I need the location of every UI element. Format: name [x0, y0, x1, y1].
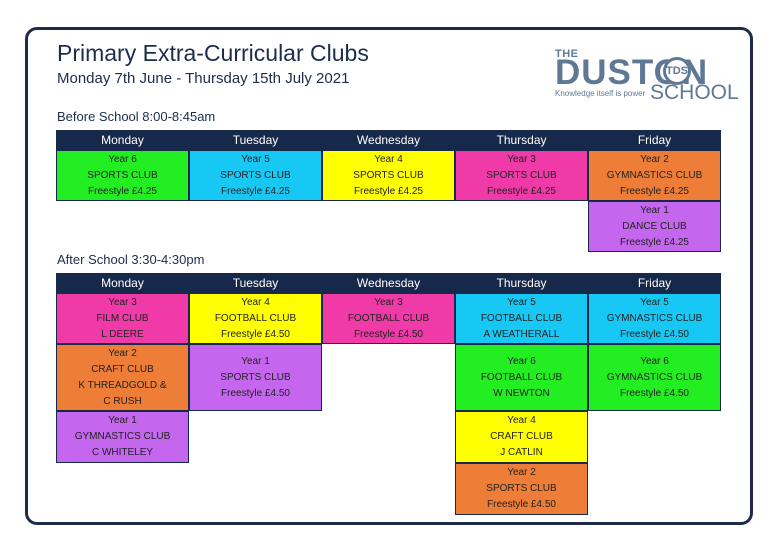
page-title: Primary Extra-Curricular Clubs [57, 40, 369, 66]
club-detail: Freestyle £4.25 [620, 185, 689, 197]
club-name: CRAFT CLUB [490, 431, 553, 442]
club-detail: Freestyle £4.50 [620, 328, 689, 340]
club-name: SPORTS CLUB [220, 371, 291, 383]
club-year: Year 5 [640, 296, 669, 308]
club-year: Year 3 [108, 296, 137, 308]
club-cell: Year 2 GYMNASTICS CLUB Freestyle £4.25 [588, 150, 721, 201]
club-cell: Year 1 DANCE CLUB Freestyle £4.25 [588, 201, 721, 252]
club-cell: Year 1 SPORTS CLUB Freestyle £4.50 [189, 344, 322, 411]
club-name: FOOTBALL CLUB [214, 312, 297, 324]
club-cell: Year 5 FOOTBALL CLUB A WEATHERALL [455, 293, 588, 344]
club-cell: Year 4 FOOTBALL CLUB Freestyle £4.50 [189, 293, 322, 344]
club-detail: Freestyle £4.50 [354, 328, 423, 340]
page-subtitle: Monday 7th June - Thursday 15th July 202… [57, 70, 350, 87]
club-year: Year 4 [374, 153, 403, 165]
club-year: Year 1 [241, 355, 270, 367]
page-frame [25, 27, 753, 525]
club-year: Year 3 [374, 296, 403, 308]
club-year: Year 6 [108, 153, 137, 165]
club-cell: Year 1 GYMNASTICS CLUB C WHITELEY [56, 411, 189, 463]
before-school-label: Before School 8:00-8:45am [57, 109, 216, 124]
club-year: Year 5 [507, 296, 536, 308]
club-name: SPORTS CLUB [87, 169, 158, 181]
club-detail: A WEATHERALL [483, 328, 560, 340]
club-name: GYMNASTICS CLUB [74, 431, 171, 442]
club-year: Year 2 [640, 153, 669, 165]
club-name: CRAFT CLUB [91, 363, 154, 375]
club-cell: Year 2 CRAFT CLUB K THREADGOLD & C RUSH [56, 344, 189, 411]
club-year: Year 1 [108, 415, 137, 426]
day-header-thursday: Thursday [496, 276, 547, 290]
club-year: Year 5 [241, 153, 270, 165]
club-detail: W NEWTON [493, 387, 550, 399]
school-logo: THE DUSTON TDS SCHOOL Knowledge itself i… [555, 48, 739, 106]
club-detail-2: C RUSH [103, 395, 142, 407]
club-year: Year 1 [640, 204, 669, 216]
before-school-header-row: Monday Tuesday Wednesday Thursday Friday [56, 130, 721, 150]
club-name: GYMNASTICS CLUB [606, 169, 703, 181]
club-name: FILM CLUB [96, 312, 149, 324]
logo-tagline: Knowledge itself is power [555, 89, 646, 98]
club-year: Year 6 [640, 355, 669, 367]
club-detail: Freestyle £4.50 [620, 387, 689, 399]
club-year: Year 2 [108, 347, 137, 359]
club-detail: Freestyle £4.25 [88, 185, 157, 197]
day-header-tuesday: Tuesday [232, 276, 279, 290]
club-cell: Year 5 SPORTS CLUB Freestyle £4.25 [189, 150, 322, 201]
club-cell: Year 4 SPORTS CLUB Freestyle £4.25 [322, 150, 455, 201]
after-school-header-row: Monday Tuesday Wednesday Thursday Friday [56, 273, 721, 293]
club-name: FOOTBALL CLUB [480, 312, 563, 324]
club-detail: Freestyle £4.25 [620, 236, 689, 248]
club-cell: Year 6 SPORTS CLUB Freestyle £4.25 [56, 150, 189, 201]
club-name: FOOTBALL CLUB [347, 312, 430, 324]
club-name: GYMNASTICS CLUB [606, 312, 703, 324]
day-header-friday: Friday [637, 133, 672, 147]
club-detail: L DEERE [101, 328, 144, 340]
club-cell: Year 4 CRAFT CLUB J CATLIN [455, 411, 588, 463]
club-name: DANCE CLUB [622, 220, 687, 232]
club-year: Year 4 [507, 415, 536, 426]
logo-tds-badge: TDS [663, 57, 691, 85]
club-name: FOOTBALL CLUB [480, 371, 563, 383]
club-cell: Year 2 SPORTS CLUB Freestyle £4.50 [455, 463, 588, 515]
club-cell: Year 3 FOOTBALL CLUB Freestyle £4.50 [322, 293, 455, 344]
club-detail: Freestyle £4.25 [487, 185, 556, 197]
club-name: SPORTS CLUB [486, 483, 557, 494]
club-detail: Freestyle £4.50 [221, 328, 290, 340]
club-cell: Year 3 FILM CLUB L DEERE [56, 293, 189, 344]
club-name: GYMNASTICS CLUB [606, 371, 703, 383]
day-header-wednesday: Wednesday [356, 133, 421, 147]
club-name: SPORTS CLUB [353, 169, 424, 181]
club-cell: Year 6 GYMNASTICS CLUB Freestyle £4.50 [588, 344, 721, 411]
club-detail: Freestyle £4.25 [354, 185, 423, 197]
club-detail: C WHITELEY [91, 447, 154, 458]
club-year: Year 4 [241, 296, 270, 308]
club-detail: Freestyle £4.50 [487, 499, 556, 510]
logo-the: THE [555, 48, 579, 60]
club-detail: J CATLIN [500, 447, 543, 458]
after-school-label: After School 3:30-4:30pm [57, 252, 205, 267]
day-header-friday: Friday [637, 276, 672, 290]
logo-school: SCHOOL [650, 81, 739, 104]
club-cell: Year 6 FOOTBALL CLUB W NEWTON [455, 344, 588, 411]
club-year: Year 3 [507, 153, 536, 165]
club-year: Year 6 [507, 355, 536, 367]
day-header-monday: Monday [101, 276, 144, 290]
club-name: SPORTS CLUB [220, 169, 291, 181]
day-header-thursday: Thursday [496, 133, 547, 147]
day-header-tuesday: Tuesday [232, 133, 279, 147]
club-detail: K THREADGOLD & [78, 379, 167, 391]
club-detail: Freestyle £4.50 [221, 387, 290, 399]
day-header-wednesday: Wednesday [356, 276, 421, 290]
club-cell: Year 3 SPORTS CLUB Freestyle £4.25 [455, 150, 588, 201]
club-cell: Year 5 GYMNASTICS CLUB Freestyle £4.50 [588, 293, 721, 344]
club-year: Year 2 [507, 467, 536, 478]
day-header-monday: Monday [101, 133, 144, 147]
club-name: SPORTS CLUB [486, 169, 557, 181]
club-detail: Freestyle £4.25 [221, 185, 290, 197]
